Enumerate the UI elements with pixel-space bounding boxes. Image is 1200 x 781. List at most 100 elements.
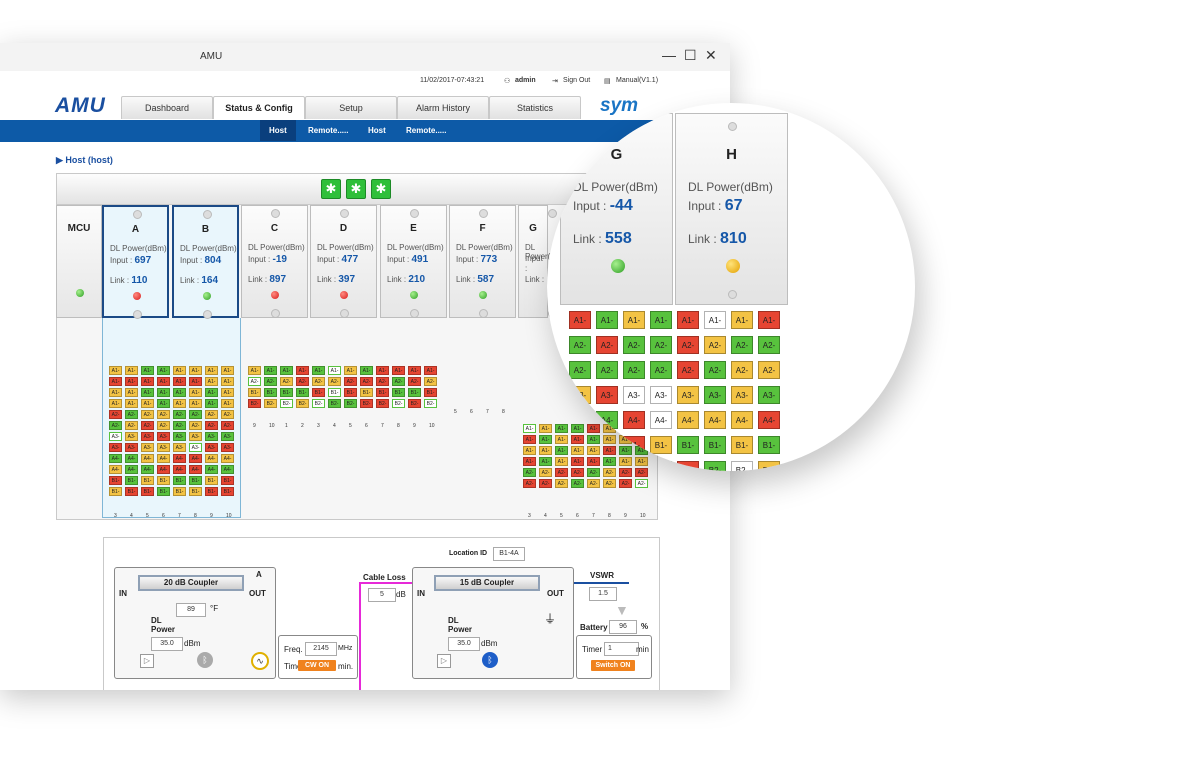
- port-cell[interactable]: A2-: [125, 410, 138, 419]
- port-cell[interactable]: A2-: [205, 410, 218, 419]
- port-cell[interactable]: A1-: [328, 366, 341, 375]
- port-cell[interactable]: A2-: [635, 479, 648, 488]
- port-cell[interactable]: A4-: [205, 465, 218, 474]
- port-cell[interactable]: A4-: [141, 465, 154, 474]
- cw-on-button[interactable]: CW ON: [298, 660, 336, 671]
- port-cell[interactable]: B1-: [221, 476, 234, 485]
- port-cell[interactable]: A1-: [109, 399, 122, 408]
- port-cell[interactable]: B1-: [677, 436, 699, 454]
- add-icon[interactable]: [728, 290, 737, 299]
- add-icon[interactable]: [479, 209, 488, 218]
- port-cell[interactable]: A2-: [731, 361, 753, 379]
- port-cell[interactable]: A4-: [109, 454, 122, 463]
- port-cell[interactable]: A1-: [141, 388, 154, 397]
- port-cell[interactable]: A1-: [205, 366, 218, 375]
- add-icon[interactable]: [410, 209, 419, 218]
- maximize-icon[interactable]: ☐: [684, 47, 697, 63]
- port-cell[interactable]: A2-: [360, 377, 373, 386]
- port-cell[interactable]: A1-: [141, 366, 154, 375]
- port-cell[interactable]: A1-: [109, 366, 122, 375]
- port-cell[interactable]: A1-: [523, 457, 536, 466]
- port-cell[interactable]: A2-: [408, 377, 421, 386]
- port-cell[interactable]: A1-: [221, 366, 234, 375]
- port-cell[interactable]: B2-: [360, 399, 373, 408]
- port-cell[interactable]: A4-: [125, 454, 138, 463]
- port-cell[interactable]: A2-: [587, 468, 600, 477]
- port-cell[interactable]: A3-: [189, 432, 202, 441]
- port-cell[interactable]: A2-: [523, 468, 536, 477]
- port-cell[interactable]: A2-: [125, 421, 138, 430]
- port-cell[interactable]: A4-: [141, 454, 154, 463]
- port-cell[interactable]: B2-: [650, 461, 672, 471]
- module-card-b[interactable]: B DL Power(dBm) Input : 804 Link : 164: [172, 205, 239, 319]
- module-card-c[interactable]: C DL Power(dBm) Input : -19 Link : 897: [241, 205, 308, 318]
- port-cell[interactable]: A2-: [555, 468, 568, 477]
- add-icon[interactable]: [340, 309, 349, 318]
- subnav-host-2[interactable]: Host: [368, 126, 386, 135]
- cable-loss-field[interactable]: 5: [368, 588, 396, 602]
- port-cell[interactable]: A2-: [173, 410, 186, 419]
- tab-alarm-history[interactable]: Alarm History: [397, 96, 489, 119]
- port-cell[interactable]: B2-: [569, 461, 591, 471]
- port-cell[interactable]: B1-: [312, 388, 325, 397]
- port-cell[interactable]: A4-: [189, 465, 202, 474]
- port-cell[interactable]: A1-: [539, 435, 552, 444]
- port-cell[interactable]: B1-: [569, 436, 591, 454]
- port-cell[interactable]: A4-: [731, 411, 753, 429]
- port-cell[interactable]: A3-: [623, 386, 645, 404]
- port-cell[interactable]: A4-: [221, 454, 234, 463]
- port-cell[interactable]: A2-: [248, 377, 261, 386]
- port-cell[interactable]: A1-: [264, 366, 277, 375]
- port-cell[interactable]: A2-: [623, 361, 645, 379]
- add-icon[interactable]: [410, 309, 419, 318]
- port-cell[interactable]: A1-: [596, 311, 618, 329]
- port-cell[interactable]: B2-: [296, 399, 309, 408]
- port-cell[interactable]: A2-: [596, 336, 618, 354]
- port-cell[interactable]: A2-: [280, 377, 293, 386]
- port-cell[interactable]: A2-: [157, 421, 170, 430]
- port-cell[interactable]: A4-: [157, 465, 170, 474]
- port-cell[interactable]: A1-: [125, 377, 138, 386]
- port-cell[interactable]: A1-: [523, 435, 536, 444]
- port-cell[interactable]: B1-: [264, 388, 277, 397]
- port-cell[interactable]: A2-: [539, 468, 552, 477]
- port-cell[interactable]: A1-: [157, 399, 170, 408]
- temperature-field[interactable]: 89: [176, 603, 206, 617]
- port-cell[interactable]: A3-: [173, 432, 186, 441]
- port-cell[interactable]: A2-: [569, 361, 591, 379]
- port-cell[interactable]: A3-: [221, 443, 234, 452]
- subnav-remote-2[interactable]: Remote.....: [406, 126, 447, 135]
- port-cell[interactable]: A3-: [125, 443, 138, 452]
- port-cell[interactable]: A4-: [221, 465, 234, 474]
- port-cell[interactable]: B1-: [623, 436, 645, 454]
- port-cell[interactable]: A1-: [125, 366, 138, 375]
- port-cell[interactable]: B2-: [328, 399, 341, 408]
- bluetooth-icon-disabled[interactable]: ᛒ: [197, 652, 213, 668]
- add-icon[interactable]: [203, 210, 212, 219]
- port-cell[interactable]: A1-: [141, 377, 154, 386]
- port-cell[interactable]: B1-: [328, 388, 341, 397]
- add-icon[interactable]: [340, 209, 349, 218]
- port-cell[interactable]: B1-: [109, 487, 122, 496]
- port-cell[interactable]: A1-: [555, 446, 568, 455]
- port-cell[interactable]: A1-: [296, 366, 309, 375]
- tab-setup[interactable]: Setup: [305, 96, 397, 119]
- port-cell[interactable]: B1-: [296, 388, 309, 397]
- port-cell[interactable]: A3-: [173, 443, 186, 452]
- port-cell[interactable]: A1-: [173, 366, 186, 375]
- port-cell[interactable]: A2-: [569, 336, 591, 354]
- port-cell[interactable]: B1-: [731, 436, 753, 454]
- port-cell[interactable]: B2-: [408, 399, 421, 408]
- port-cell[interactable]: A3-: [596, 386, 618, 404]
- tab-dashboard[interactable]: Dashboard: [121, 96, 213, 119]
- zoom-card-h[interactable]: H DL Power(dBm) Input : 67 Link : 810: [675, 113, 788, 305]
- port-cell[interactable]: B1-: [248, 388, 261, 397]
- port-cell[interactable]: B1-: [360, 388, 373, 397]
- port-cell[interactable]: B1-: [189, 476, 202, 485]
- port-cell[interactable]: A3-: [205, 443, 218, 452]
- port-cell[interactable]: A1-: [189, 388, 202, 397]
- port-cell[interactable]: A2-: [758, 336, 780, 354]
- port-cell[interactable]: B1-: [189, 487, 202, 496]
- port-cell[interactable]: A4-: [704, 411, 726, 429]
- port-cell[interactable]: A4-: [650, 411, 672, 429]
